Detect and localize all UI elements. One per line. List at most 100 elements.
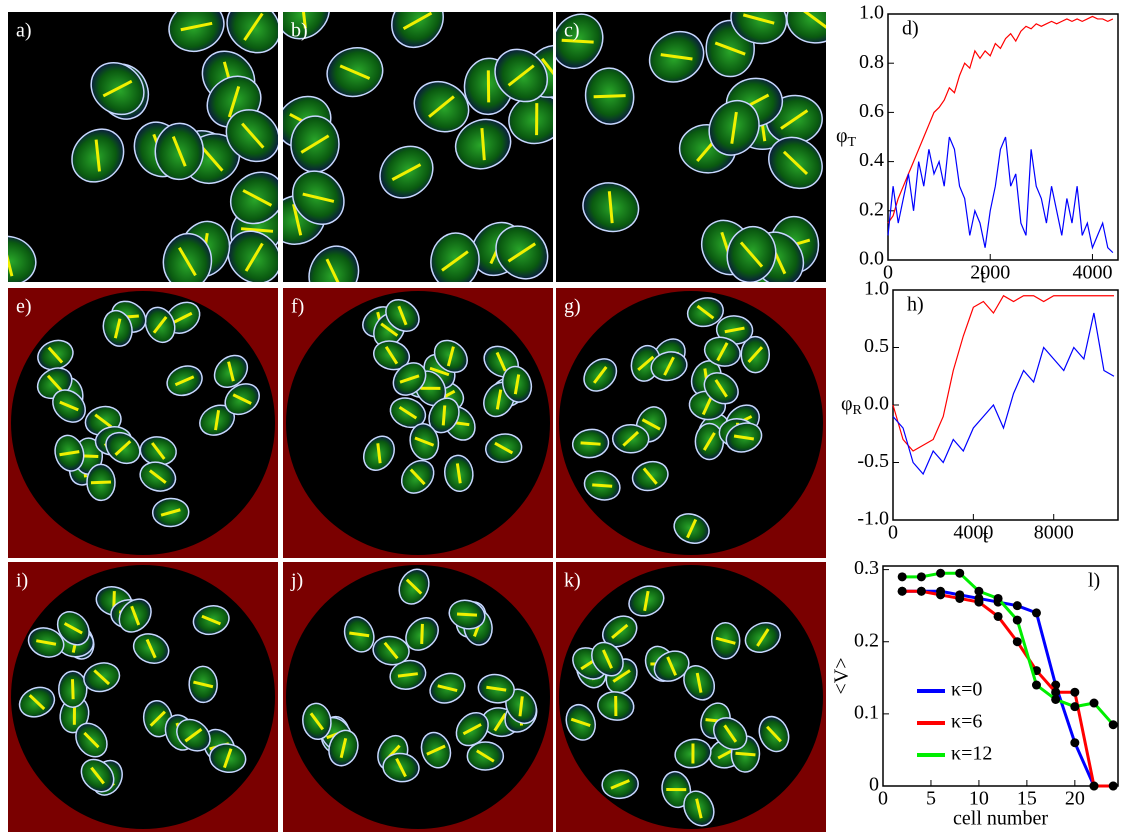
data-point bbox=[936, 569, 945, 578]
image-panel: g) bbox=[556, 288, 826, 558]
y-tick-label: 0.2 bbox=[854, 629, 879, 651]
legend-label: κ=0 bbox=[951, 679, 982, 701]
panel-label: a) bbox=[16, 20, 32, 42]
data-point bbox=[1070, 688, 1079, 697]
panel-label: j) bbox=[290, 570, 303, 592]
data-point bbox=[1070, 738, 1079, 747]
y-axis-label-main: φ bbox=[836, 125, 848, 147]
arena bbox=[11, 291, 275, 555]
x-tick-label: 15 bbox=[1017, 788, 1037, 810]
x-tick-label: 4000 bbox=[1072, 262, 1112, 284]
image-panel: f) bbox=[283, 288, 553, 558]
x-axis-label: t bbox=[983, 526, 989, 548]
x-tick-label: 8000 bbox=[1034, 522, 1074, 544]
y-tick-label: 0.8 bbox=[859, 51, 884, 73]
image-panel: i) bbox=[8, 562, 278, 832]
data-point bbox=[1109, 720, 1118, 729]
data-point bbox=[898, 572, 907, 581]
data-point bbox=[1051, 695, 1060, 704]
legend-label: κ=12 bbox=[951, 743, 992, 765]
polarity-arrow bbox=[735, 753, 755, 755]
y-axis-label: φR bbox=[841, 393, 863, 419]
y-tick-label: 1.0 bbox=[864, 278, 889, 300]
image-panel: k) bbox=[556, 562, 826, 832]
polarity-arrow bbox=[592, 485, 612, 486]
panel-content bbox=[283, 288, 553, 558]
data-point bbox=[898, 587, 907, 596]
x-tick-label: 2000 bbox=[970, 262, 1010, 284]
y-tick-label: 0.5 bbox=[864, 335, 889, 357]
y-tick-label: 0.0 bbox=[864, 393, 889, 415]
panel-content bbox=[283, 562, 553, 832]
plot-frame bbox=[893, 290, 1118, 520]
x-tick-label: 20 bbox=[1065, 788, 1085, 810]
x-tick-label: 10 bbox=[969, 788, 989, 810]
panel-label: i) bbox=[16, 570, 28, 592]
y-tick-label: 0.1 bbox=[854, 701, 879, 723]
panel-content bbox=[556, 562, 826, 832]
legend-label: κ=6 bbox=[951, 711, 982, 733]
polarity-arrow bbox=[457, 614, 477, 615]
panel-label: e) bbox=[16, 296, 32, 318]
y-tick-label: 0.6 bbox=[859, 100, 884, 122]
polarity-arrow bbox=[443, 405, 445, 425]
panel-content bbox=[8, 562, 278, 832]
polarity-arrow bbox=[422, 624, 423, 644]
y-tick-label: 0.4 bbox=[859, 149, 884, 171]
data-point bbox=[974, 587, 983, 596]
panel-label: f) bbox=[291, 296, 304, 318]
y-tick-label: 0.0 bbox=[859, 248, 884, 270]
polarity-arrow bbox=[91, 482, 111, 483]
data-point bbox=[955, 594, 964, 603]
image-panel: a) bbox=[0, 0, 294, 294]
data-point bbox=[1070, 702, 1079, 711]
y-axis-label: <V> bbox=[831, 657, 853, 694]
data-point bbox=[974, 598, 983, 607]
panel-content bbox=[543, 0, 845, 298]
x-tick-label: 0 bbox=[888, 522, 898, 544]
panel-content bbox=[0, 0, 294, 294]
panel-content bbox=[8, 288, 278, 558]
image-panel: e) bbox=[8, 288, 278, 558]
y-axis-label-sub: T bbox=[848, 135, 857, 150]
image-panel: c) bbox=[543, 0, 845, 298]
x-tick-label: 0 bbox=[878, 788, 888, 810]
data-point bbox=[994, 594, 1003, 603]
data-point bbox=[1032, 681, 1041, 690]
data-point bbox=[1013, 616, 1022, 625]
panel-content bbox=[263, 0, 589, 309]
data-point bbox=[917, 572, 926, 581]
page: a)b)c)e)f)g)i)j)k)0.00.20.40.60.81.00200… bbox=[0, 0, 1121, 839]
panel-label: b) bbox=[291, 20, 308, 42]
y-tick-label: 0.2 bbox=[859, 198, 884, 220]
y-axis-label-sub: R bbox=[853, 403, 863, 418]
image-panel: b) bbox=[263, 0, 589, 309]
plot-frame bbox=[888, 14, 1118, 260]
panel-label: d) bbox=[902, 18, 919, 40]
data-point bbox=[917, 587, 926, 596]
panel-label: l) bbox=[1088, 570, 1100, 592]
data-point bbox=[1032, 608, 1041, 617]
polarity-arrow bbox=[72, 679, 73, 699]
y-tick-label: 0.3 bbox=[854, 557, 879, 579]
figure: a)b)c)e)f)g)i)j)k)0.00.20.40.60.81.00200… bbox=[0, 0, 1121, 834]
data-point bbox=[1109, 782, 1118, 791]
y-tick-label: -0.5 bbox=[857, 450, 889, 472]
y-axis-label-main: φ bbox=[841, 393, 853, 415]
data-point bbox=[936, 590, 945, 599]
y-tick-label: -1.0 bbox=[857, 508, 889, 530]
data-point bbox=[1013, 637, 1022, 646]
y-axis-label: φT bbox=[836, 125, 857, 151]
polarity-arrow bbox=[594, 96, 626, 97]
panel-label: g) bbox=[564, 296, 581, 318]
panel-content bbox=[556, 288, 826, 558]
polarity-arrow bbox=[581, 443, 601, 444]
data-point bbox=[1090, 699, 1099, 708]
panel-label: k) bbox=[564, 570, 581, 592]
x-axis-label: cell number bbox=[953, 808, 1048, 830]
data-point bbox=[1090, 782, 1099, 791]
x-axis-label: t bbox=[980, 266, 986, 288]
data-point bbox=[955, 569, 964, 578]
data-point bbox=[994, 612, 1003, 621]
data-point bbox=[1013, 601, 1022, 610]
